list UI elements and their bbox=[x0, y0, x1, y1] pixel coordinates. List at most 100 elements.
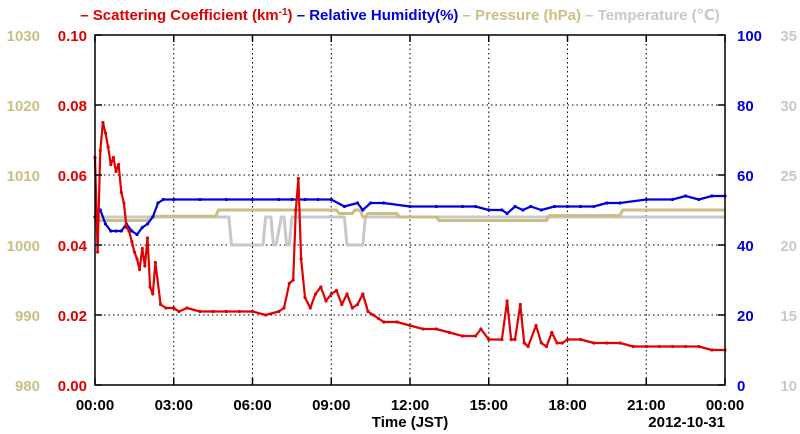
scattering-coefficient-point bbox=[250, 309, 255, 314]
relative-humidity-point bbox=[644, 197, 648, 202]
humidity-axis-tick-label: 100 bbox=[737, 28, 762, 45]
x-tick-label: 00:00 bbox=[76, 397, 114, 414]
scattering-coefficient-point bbox=[117, 162, 121, 167]
scattering-coefficient-point bbox=[670, 344, 675, 349]
scattering-coefficient-point bbox=[513, 337, 517, 342]
scattering-coefficient-point bbox=[447, 330, 451, 335]
legend-item-rh: – Relative Humidity(%) bbox=[293, 7, 459, 24]
relative-humidity-point bbox=[670, 197, 675, 202]
relative-humidity-point bbox=[513, 204, 517, 209]
pressure-axis-tick-label: 980 bbox=[15, 378, 40, 395]
humidity-axis-tick-label: 40 bbox=[737, 238, 754, 255]
relative-humidity-point bbox=[224, 197, 228, 202]
scattering-coefficient-point bbox=[565, 337, 570, 342]
scattering-coefficient-point bbox=[106, 145, 110, 149]
scattering-coefficient-point bbox=[101, 120, 105, 125]
x-tick-label: 09:00 bbox=[312, 397, 350, 414]
scattering-coefficient-point bbox=[130, 239, 134, 244]
scattering-coefficient-point bbox=[631, 344, 635, 349]
scattering-coefficient-point bbox=[334, 288, 339, 293]
scattering-coefficient-point bbox=[479, 327, 483, 331]
scattering-coefficient-point bbox=[544, 344, 549, 349]
relative-humidity-point bbox=[434, 204, 438, 209]
relative-humidity-point bbox=[119, 229, 123, 233]
scattering-coefficient-point bbox=[296, 176, 300, 181]
scattering-coefficient-point bbox=[460, 334, 465, 338]
relative-humidity-point bbox=[342, 204, 346, 209]
scattering-coefficient-point bbox=[618, 341, 622, 345]
relative-humidity-point bbox=[355, 201, 360, 205]
relative-humidity-point bbox=[172, 197, 176, 202]
scattering-coefficient-point bbox=[308, 306, 312, 310]
legend-item-sc: – Scattering Coefficient (km bbox=[80, 7, 278, 24]
scattering-coefficient-point bbox=[151, 292, 155, 296]
relative-humidity-point bbox=[579, 204, 583, 209]
temperature-axis-tick-label: 15 bbox=[780, 308, 797, 325]
scattering-coefficient-point bbox=[159, 302, 163, 307]
chart-axes: 00:00 03:00 06:00 09:00 12:00 15:00 18:00 21:00… bbox=[7, 28, 797, 414]
pressure-axis-tick-label: 1030 bbox=[7, 28, 40, 45]
scattering-coefficient-point bbox=[550, 330, 554, 335]
scattering-axis-tick-label: 0.04 bbox=[58, 238, 88, 255]
scattering-coefficient-point bbox=[96, 250, 100, 254]
scattering-coefficient-point bbox=[684, 344, 688, 349]
relative-humidity-point bbox=[618, 201, 622, 205]
relative-humidity-point bbox=[552, 204, 557, 209]
relative-humidity-point bbox=[151, 215, 155, 219]
scattering-coefficient-point bbox=[303, 295, 307, 300]
temperature-axis-tick-label: 10 bbox=[780, 378, 797, 395]
scattering-coefficient-point bbox=[474, 334, 478, 338]
relative-humidity-point bbox=[135, 232, 139, 237]
scattering-axis-tick-label: 0.06 bbox=[58, 168, 87, 185]
scattering-coefficient-point bbox=[522, 341, 526, 345]
pressure-axis-tick-label: 1010 bbox=[7, 168, 40, 185]
chart-grid bbox=[95, 35, 725, 385]
scattering-coefficient-point bbox=[127, 229, 131, 233]
scattering-coefficient-point bbox=[109, 162, 113, 167]
scattering-coefficient-point bbox=[371, 313, 375, 317]
legend-tail: ) bbox=[288, 7, 293, 24]
scattering-coefficient-point bbox=[198, 309, 202, 314]
temperature-axis-tick-label: 30 bbox=[780, 98, 797, 115]
relative-humidity-point bbox=[329, 197, 333, 202]
scattering-coefficient-point bbox=[605, 341, 609, 345]
scattering-coefficient-point bbox=[395, 320, 399, 324]
scattering-coefficient-point bbox=[526, 344, 530, 349]
relative-humidity-point bbox=[697, 197, 701, 202]
scattering-coefficient-point bbox=[376, 316, 381, 321]
scattering-coefficient-point bbox=[657, 344, 662, 349]
scattering-coefficient-point bbox=[211, 309, 215, 314]
scattering-coefficient-point bbox=[132, 250, 136, 254]
legend-item-pr: – Pressure (hPa) bbox=[458, 7, 581, 24]
legend-item-tp: – Temperature (℃) bbox=[581, 7, 720, 24]
scattering-coefficient-point bbox=[345, 292, 349, 296]
scattering-coefficient-point bbox=[145, 236, 150, 240]
temperature-axis-tick-label: 20 bbox=[780, 238, 797, 255]
relative-humidity-point bbox=[161, 197, 165, 202]
legend-text: – Scattering Coefficient (km-1) – Relati… bbox=[80, 7, 719, 25]
scattering-coefficient-point bbox=[164, 306, 168, 310]
scattering-coefficient-point bbox=[509, 337, 513, 342]
relative-humidity-point bbox=[156, 201, 160, 205]
x-tick-label: 03:00 bbox=[155, 397, 193, 414]
scattering-coefficient-point bbox=[103, 131, 108, 135]
relative-humidity-point bbox=[109, 229, 113, 233]
scattering-coefficient-point bbox=[366, 309, 370, 314]
scattering-coefficient-point bbox=[487, 337, 491, 342]
relative-humidity-point bbox=[710, 194, 714, 198]
scattering-coefficient-point bbox=[148, 285, 152, 289]
relative-humidity-point bbox=[529, 204, 533, 209]
relative-humidity-point bbox=[460, 204, 465, 209]
scattering-coefficient-point bbox=[294, 208, 298, 212]
scattering-coefficient-point bbox=[237, 309, 241, 314]
scattering-coefficient-point bbox=[124, 225, 129, 230]
relative-humidity-point bbox=[130, 229, 134, 233]
scattering-coefficient-point bbox=[177, 309, 181, 314]
scattering-coefficient-point bbox=[119, 190, 123, 195]
scattering-axis-tick-label: 0.00 bbox=[58, 378, 87, 395]
scattering-coefficient-point bbox=[264, 313, 268, 317]
scattering-coefficient-point bbox=[319, 285, 323, 289]
scattering-coefficient-point bbox=[534, 323, 538, 328]
x-axis-label: Time (JST) bbox=[372, 414, 448, 431]
scattering-coefficient-point bbox=[592, 341, 596, 345]
